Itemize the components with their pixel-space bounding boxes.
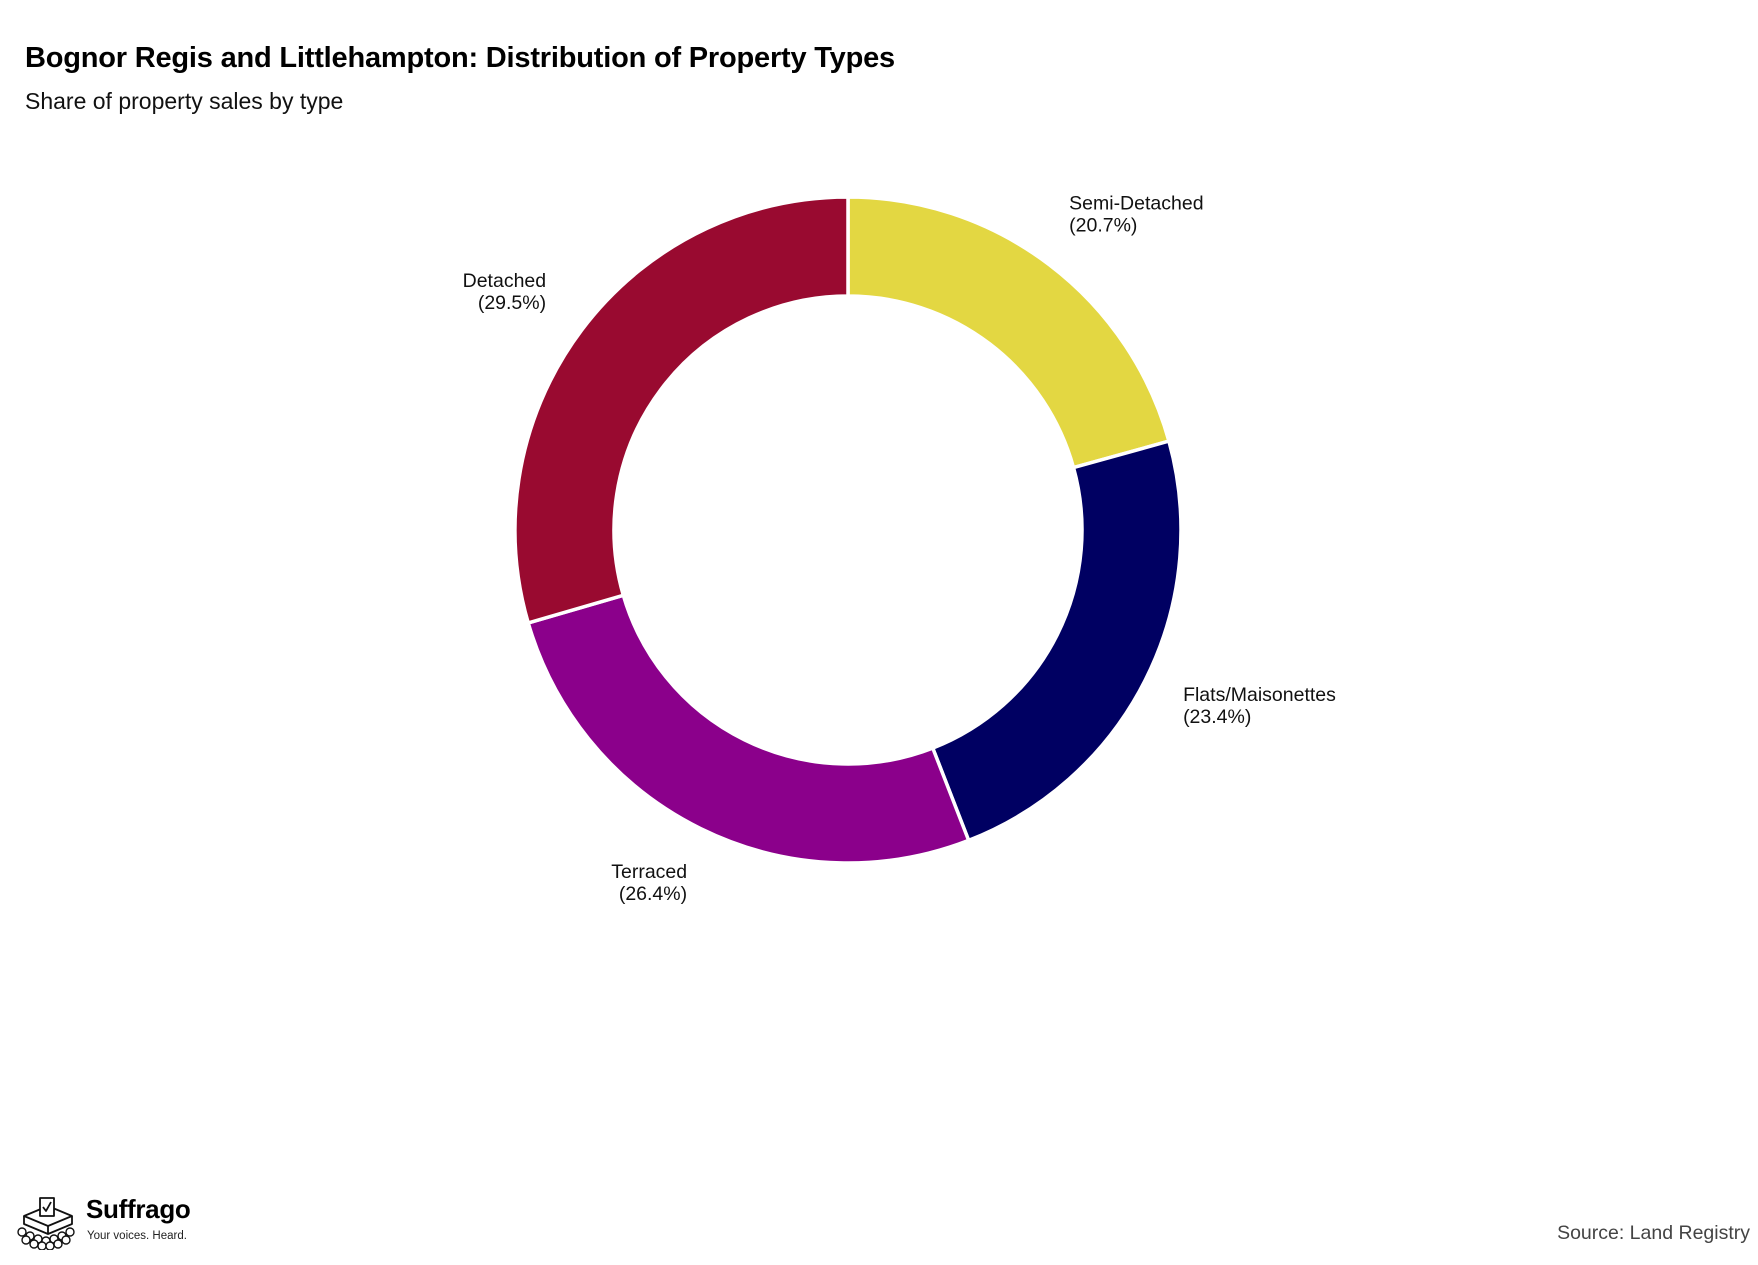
slice-value-flats-maisonettes: (23.4%) <box>1183 706 1251 728</box>
slice-terraced <box>526 593 971 865</box>
donut-labels: Semi-Detached(20.7%) Flats/Maisonettes(23… <box>463 193 1336 906</box>
ballot-box-icon <box>17 1197 75 1250</box>
donut-slices <box>513 195 1183 865</box>
slice-detached <box>513 195 850 626</box>
slice-flats-maisonettes <box>930 438 1183 843</box>
slice-value-terraced: (26.4%) <box>619 883 687 905</box>
slice-label-terraced: Terraced <box>611 861 687 883</box>
chart-title: Bognor Regis and Littlehampton: Distribu… <box>25 42 895 74</box>
chart-subtitle: Share of property sales by type <box>25 88 344 114</box>
slice-semi-detached <box>846 195 1172 470</box>
slice-label-flats-maisonettes: Flats/Maisonettes <box>1183 684 1336 706</box>
slice-label-detached: Detached <box>463 270 546 292</box>
slice-value-detached: (29.5%) <box>478 292 546 314</box>
slice-value-semi-detached: (20.7%) <box>1069 215 1137 237</box>
suffrago-logo: Suffrago Your voices. Heard. <box>14 1190 204 1250</box>
slice-label-semi-detached: Semi-Detached <box>1069 193 1203 215</box>
source-note: Source: Land Registry <box>1557 1222 1750 1244</box>
logo-name: Suffrago <box>86 1194 191 1224</box>
logo-tagline: Your voices. Heard. <box>87 1230 187 1242</box>
